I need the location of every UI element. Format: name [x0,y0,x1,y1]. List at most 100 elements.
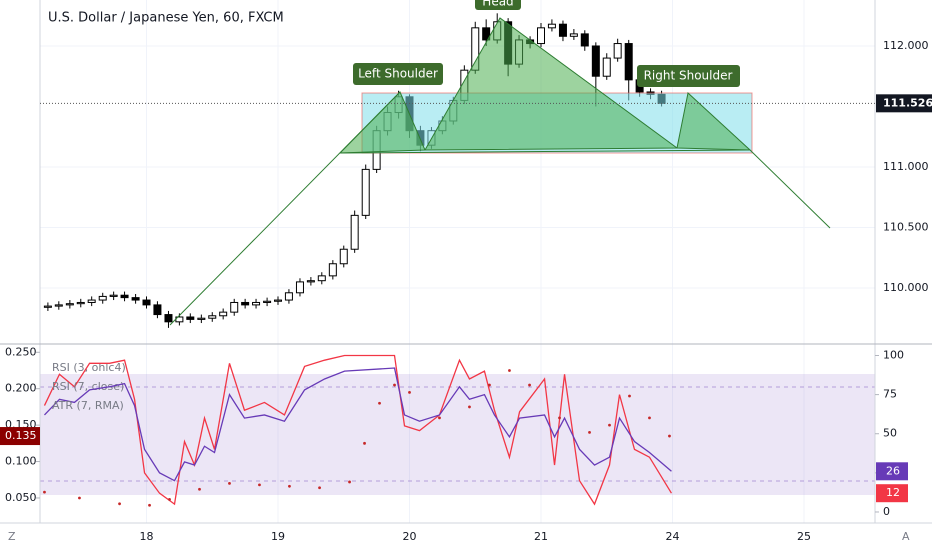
atr-dot [648,416,651,420]
y-tick-label: 0.250 [5,345,37,358]
candle-body [131,297,140,301]
candle-body [482,27,491,41]
x-tick-label: 20 [403,530,417,543]
x-tick-label: 25 [797,530,811,543]
atr-dot [43,490,46,494]
y-tick-label: 110.000 [883,281,929,294]
candle-body [219,311,228,317]
y-tick-label: 110.500 [883,220,929,233]
atr-dot [608,423,611,427]
atr-dot [288,484,291,488]
pattern: Left Shoulder Head Right Shoulder [169,0,831,326]
candle-body [197,317,206,320]
y-tick-label: 0.050 [5,491,37,504]
atr-dot [528,383,531,387]
rsi-line [43,354,672,506]
value-box [0,427,40,446]
zoom-button[interactable]: Z [8,530,16,543]
candle-body [537,27,545,45]
atr-dot [438,416,441,420]
annotation: Left Shoulder [358,67,438,81]
y2-tick-label: 0 [883,505,890,518]
candle-body [43,305,52,308]
candle-body [591,45,600,77]
y2-tick-label: 50 [883,427,897,440]
legend-entry: RSI (3, ohlc4) [52,361,126,374]
candle-body [120,294,129,299]
atr-dot [588,431,591,434]
annotation-box [353,63,443,85]
y2-tick-label: 100 [883,348,904,361]
head-shape [424,17,679,151]
atr-dot [228,481,231,485]
annotation-box [637,65,740,87]
last-price-label: 111.526 [883,96,932,109]
candle-body [569,33,578,37]
atr-dot [198,487,201,491]
candle-body [547,23,556,29]
candle-body [76,301,85,305]
atr-dot [488,383,491,387]
candle-body [602,57,611,77]
rsi-band [40,374,875,495]
y-tick-label: 0.200 [5,382,37,395]
candle-body [624,43,633,81]
y-tick-label: 111.000 [883,160,929,173]
candle-body [98,295,107,301]
candle-body [164,314,173,323]
target-line [749,149,831,229]
candle-body [328,263,337,277]
atr-dot [168,498,171,501]
candle-body [361,168,370,216]
candle-body [339,248,348,265]
value-label: 26 [886,464,900,477]
candle-body [558,23,567,37]
candle-body [580,33,589,47]
atr-dot [78,496,81,500]
neckline [339,149,751,154]
x-tick-label: 21 [534,530,548,543]
atr-dot [668,434,671,438]
value-box [876,462,908,481]
candle-body [54,304,63,307]
legend-entry: ATR (7, RMA) [52,399,124,412]
y-tick-label: 0.100 [5,455,37,468]
value-label: 12 [886,486,900,499]
candle-body [153,304,162,316]
candle-body [613,43,622,59]
atr-dot [393,383,396,387]
value-box [876,484,908,503]
candle-body [306,280,315,283]
candle-body [241,301,250,306]
grid [40,0,875,523]
x-tick-label: 19 [271,530,285,543]
candle-body [65,303,74,306]
atr-dot [348,480,351,484]
rsi-line [44,367,672,482]
chart-title: U.S. Dollar / Japanese Yen, 60, FXCM [48,11,284,26]
atr-dot [148,503,151,507]
candle-body [284,292,293,301]
right-shoulder-shape [676,92,752,151]
candle-body [263,300,272,303]
atr-dot [378,401,381,405]
trend-line [169,91,401,326]
candle-body [87,299,96,303]
candle-body [274,299,283,302]
candle-body [317,275,326,282]
candle-body [186,316,195,320]
atr-dot [628,394,631,398]
atr-dot [258,483,261,487]
candle-body [252,301,261,306]
candle-body [142,299,151,306]
candle-body [208,315,217,319]
candle-body [350,214,359,250]
candle-body [295,281,304,294]
annotation-box [475,0,521,10]
auto-button[interactable]: A [902,530,910,543]
candle-body [109,294,118,297]
value-label: 0.135 [5,429,37,442]
legend-entry: RSI (7, close) [52,380,124,393]
annotation: Right Shoulder [644,69,733,83]
